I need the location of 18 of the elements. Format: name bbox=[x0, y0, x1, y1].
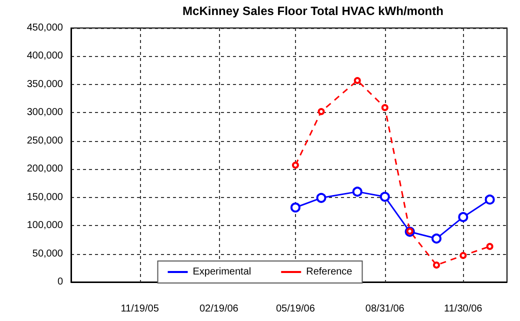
chart-title: McKinney Sales Floor Total HVAC kWh/month bbox=[182, 4, 444, 18]
y-tick-label: 150,000 bbox=[26, 192, 64, 203]
x-tick-label: 11/30/06 bbox=[444, 304, 483, 314]
x-tick-label: 05/19/06 bbox=[276, 304, 316, 314]
y-tick-label: 400,000 bbox=[26, 50, 64, 62]
y-tick-label: 300,000 bbox=[26, 107, 64, 118]
x-tick-label: 08/31/06 bbox=[365, 304, 405, 314]
legend-label: Experimental bbox=[192, 266, 252, 278]
y-tick-label: 450,000 bbox=[26, 22, 64, 34]
y-tick-label: 100,000 bbox=[26, 220, 64, 232]
y-tick-label: 250,000 bbox=[26, 135, 64, 146]
x-tick-label: 11/19/05 bbox=[120, 304, 160, 314]
y-tick-label: 50,000 bbox=[32, 248, 64, 260]
legend-label: Reference bbox=[306, 266, 353, 278]
y-tick-label: 350,000 bbox=[26, 78, 64, 90]
y-tick-label: 200,000 bbox=[26, 164, 64, 175]
y-tick-label: 0 bbox=[57, 276, 64, 288]
x-tick-label: 02/19/06 bbox=[199, 304, 239, 314]
